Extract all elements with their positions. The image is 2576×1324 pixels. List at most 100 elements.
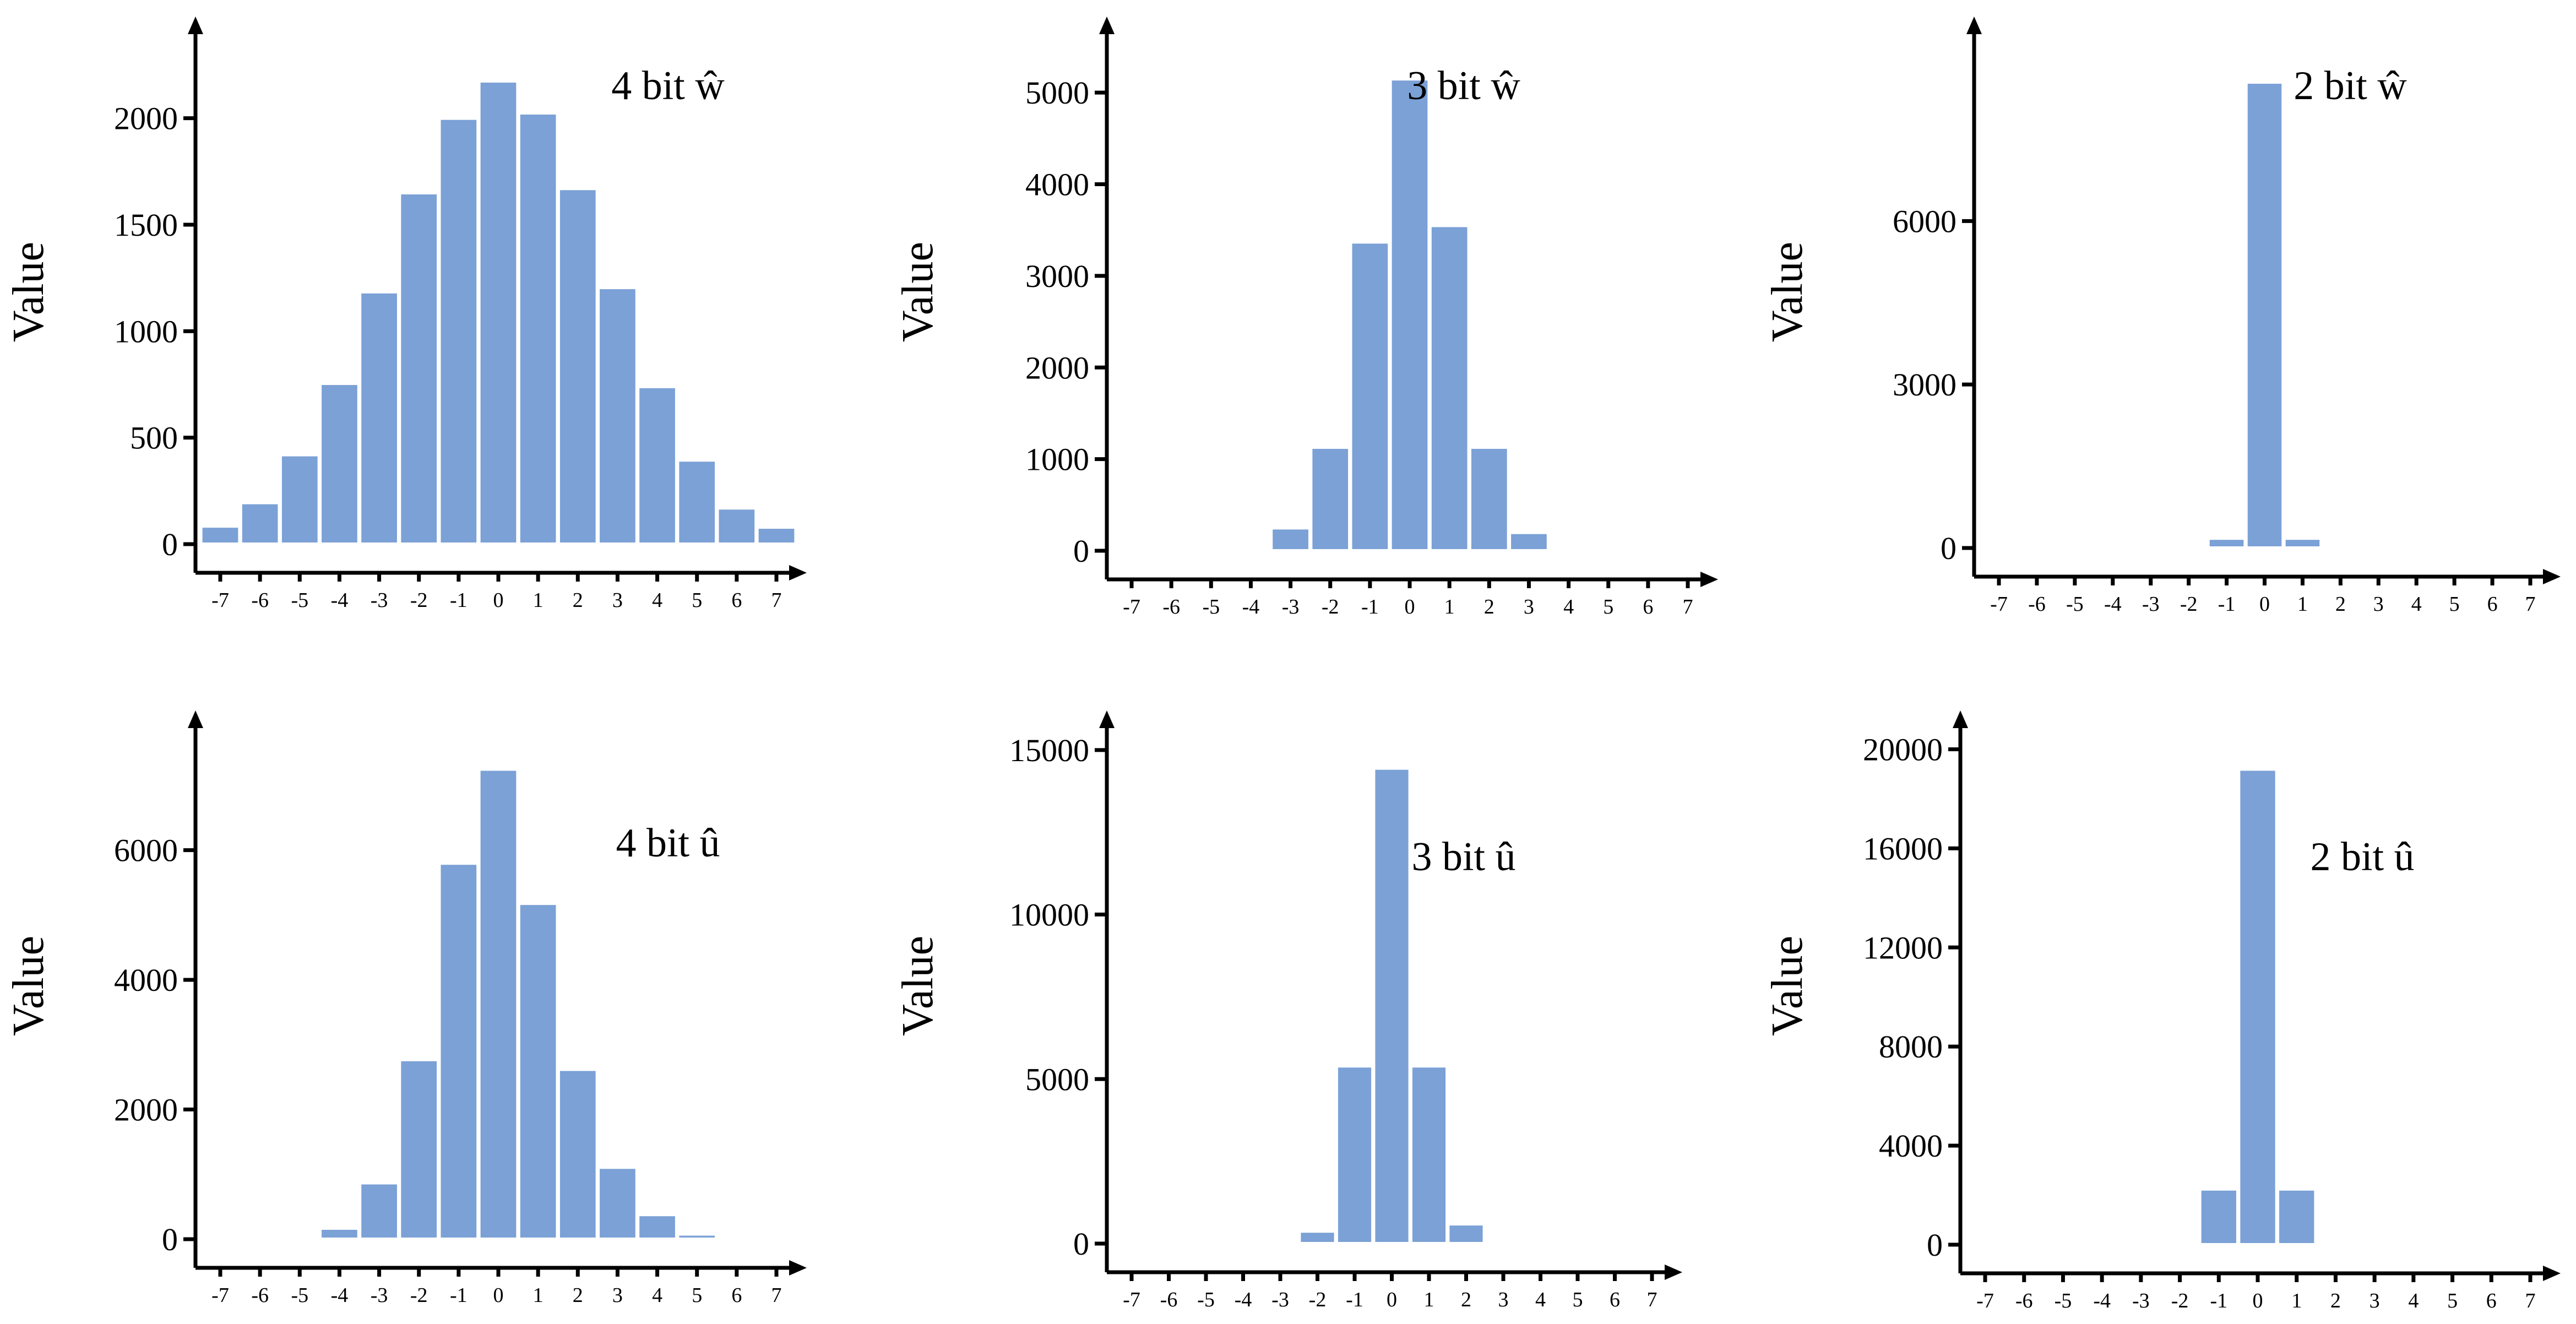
panel-3-x-tick-label-5: 5	[2449, 593, 2460, 616]
panel-5-y-tick-label-0: 0	[1073, 1226, 1089, 1262]
panel-3-y-tick-label-6000: 6000	[1893, 203, 1957, 239]
panel-1-bar--5	[278, 453, 321, 546]
panel-6-x-tick-label-1: 1	[2291, 1289, 2302, 1312]
panel-1-y-tick-label-500: 500	[130, 420, 178, 456]
panel-1-bar--6	[238, 501, 281, 546]
panel-3-x-tick-label--5: -5	[2066, 593, 2084, 616]
panel-1-bar--3	[358, 290, 400, 546]
panel-5-title: 3 bit û	[1411, 834, 1515, 880]
panel-3-x-tick-label--2: -2	[2180, 593, 2198, 616]
panel-1-x-tick-label-6: 6	[731, 589, 742, 612]
panel-5-x-tick-label-6: 6	[1610, 1288, 1620, 1311]
panel-6-x-tick-label-0: 0	[2253, 1289, 2263, 1312]
panel-1-y-tick-label-1000: 1000	[114, 313, 178, 349]
panel-1-x-tick-label--3: -3	[371, 589, 388, 612]
panel-3-y-tick-label-3000: 3000	[1893, 367, 1957, 403]
panel-2-bar--1	[1349, 240, 1392, 552]
panel-1-y-tick-label-2000: 2000	[114, 101, 178, 137]
panel-4-bar--1	[437, 861, 480, 1241]
panel-3-x-tick-label-6: 6	[2487, 593, 2498, 616]
panel-1-y-axis-label: Value	[4, 242, 53, 342]
panel-6-title: 2 bit û	[2310, 834, 2414, 880]
panel-6-x-axis-arrow	[2543, 1266, 2561, 1281]
panel-1-bar--1	[437, 116, 480, 546]
panel-4-bar--5	[278, 1235, 321, 1241]
panel-2-x-tick-label-4: 4	[1563, 595, 1574, 618]
panel-5-x-tick-label-2: 2	[1461, 1288, 1471, 1311]
panel-2-x-tick-label--3: -3	[1282, 595, 1300, 618]
panel-2-y-tick-label-0: 0	[1073, 533, 1089, 569]
panel-1-x-tick-label--6: -6	[251, 589, 269, 612]
panel-4-x-tick-label-3: 3	[612, 1284, 623, 1307]
panel-5-x-tick-label--3: -3	[1271, 1288, 1289, 1311]
panel-1-bar-5	[676, 458, 719, 546]
panel-1-x-tick-label--5: -5	[291, 589, 308, 612]
panel-4-y-axis-arrow	[188, 710, 203, 728]
panel-1-x-tick-label--7: -7	[211, 589, 229, 612]
panel-1-bar--7	[199, 524, 242, 546]
panel-6-y-tick-label-0: 0	[1927, 1227, 1943, 1263]
panel-1-x-tick-label--2: -2	[410, 589, 428, 612]
panel-6-x-tick-label-6: 6	[2486, 1289, 2497, 1312]
panel-4-x-tick-label--7: -7	[211, 1284, 229, 1307]
panel-3-x-tick-label-2: 2	[2335, 593, 2346, 616]
panel-4-bar-4	[636, 1213, 678, 1241]
panel-3-title: 2 bit ŵ	[2294, 63, 2407, 108]
panel-6-y-tick-label-12000: 12000	[1863, 930, 1943, 965]
panel-3-x-tick-label-0: 0	[2259, 593, 2270, 616]
panel-1-bar--4	[318, 382, 361, 546]
panel-2-y-axis-label: Value	[894, 242, 942, 342]
panel-6-y-axis-label: Value	[1763, 936, 1812, 1036]
panel-2-bar-3	[1508, 530, 1550, 552]
panel-6-x-tick-label-4: 4	[2408, 1289, 2419, 1312]
panel-4-x-tick-label-1: 1	[533, 1284, 544, 1307]
panel-4-x-axis-arrow	[789, 1260, 807, 1276]
panel-3-x-tick-label--1: -1	[2218, 593, 2236, 616]
panel-5-bar-2	[1446, 1222, 1486, 1245]
panel-4-x-tick-label-5: 5	[692, 1284, 702, 1307]
panel-5-x-tick-label-5: 5	[1573, 1288, 1583, 1311]
panel-1-x-tick-label-5: 5	[692, 589, 702, 612]
panel-4-x-tick-label--1: -1	[450, 1284, 468, 1307]
panel-5-y-tick-label-5000: 5000	[1025, 1061, 1089, 1097]
panel-3-x-tick-label--3: -3	[2142, 593, 2160, 616]
panel-3-x-tick-label-3: 3	[2373, 593, 2384, 616]
panel-5-x-tick-label--7: -7	[1123, 1288, 1140, 1311]
panel-4-x-tick-label-0: 0	[493, 1284, 504, 1307]
panel-2-x-tick-label--1: -1	[1361, 595, 1379, 618]
panel-1-x-axis-arrow	[789, 565, 807, 580]
panel-1-x-tick-label-1: 1	[533, 589, 544, 612]
panel-6-y-tick-label-8000: 8000	[1879, 1029, 1943, 1065]
panel-1-bar-7	[755, 525, 798, 546]
panel-5-x-tick-label-1: 1	[1424, 1288, 1434, 1311]
panel-2-y-tick-label-1000: 1000	[1025, 442, 1089, 477]
panel-1-bar-1	[517, 111, 559, 546]
panel-6-y-tick-label-20000: 20000	[1863, 731, 1943, 767]
panel-3-y-axis-label: Value	[1763, 242, 1812, 342]
panel-2-bar--3	[1269, 526, 1312, 553]
panel-4-x-tick-label-6: 6	[731, 1284, 742, 1307]
panel-2-x-tick-label--2: -2	[1322, 595, 1339, 618]
panel-4-x-tick-label--6: -6	[251, 1284, 269, 1307]
panel-2-bar-0	[1388, 77, 1431, 552]
panel-1-y-axis-arrow	[188, 17, 203, 34]
panel-5-x-tick-label--4: -4	[1235, 1288, 1252, 1311]
panel-4-bar-2	[556, 1067, 599, 1241]
panel-6-x-tick-label-3: 3	[2370, 1289, 2380, 1312]
panel-1-bar-3	[596, 286, 639, 546]
panel-4-bar-0	[477, 767, 520, 1241]
panel-4-bar-1	[517, 902, 559, 1241]
panel-3-x-tick-label-7: 7	[2525, 593, 2536, 616]
panel-6-x-tick-label--7: -7	[1976, 1289, 1994, 1312]
panel-6-y-axis-arrow	[1953, 710, 1968, 728]
panel-5-x-tick-label-0: 0	[1387, 1288, 1397, 1311]
panel-1-x-tick-label-2: 2	[573, 589, 583, 612]
panel-1-y-tick-label-0: 0	[162, 527, 178, 562]
panel-6-x-tick-label--5: -5	[2055, 1289, 2072, 1312]
panel-3-x-tick-label-4: 4	[2411, 593, 2422, 616]
panel-2-x-tick-label-5: 5	[1603, 595, 1613, 618]
panel-5-bar--2	[1297, 1229, 1338, 1246]
panel-5-bar--1	[1334, 1064, 1375, 1246]
panel-4-y-tick-label-6000: 6000	[114, 833, 178, 869]
